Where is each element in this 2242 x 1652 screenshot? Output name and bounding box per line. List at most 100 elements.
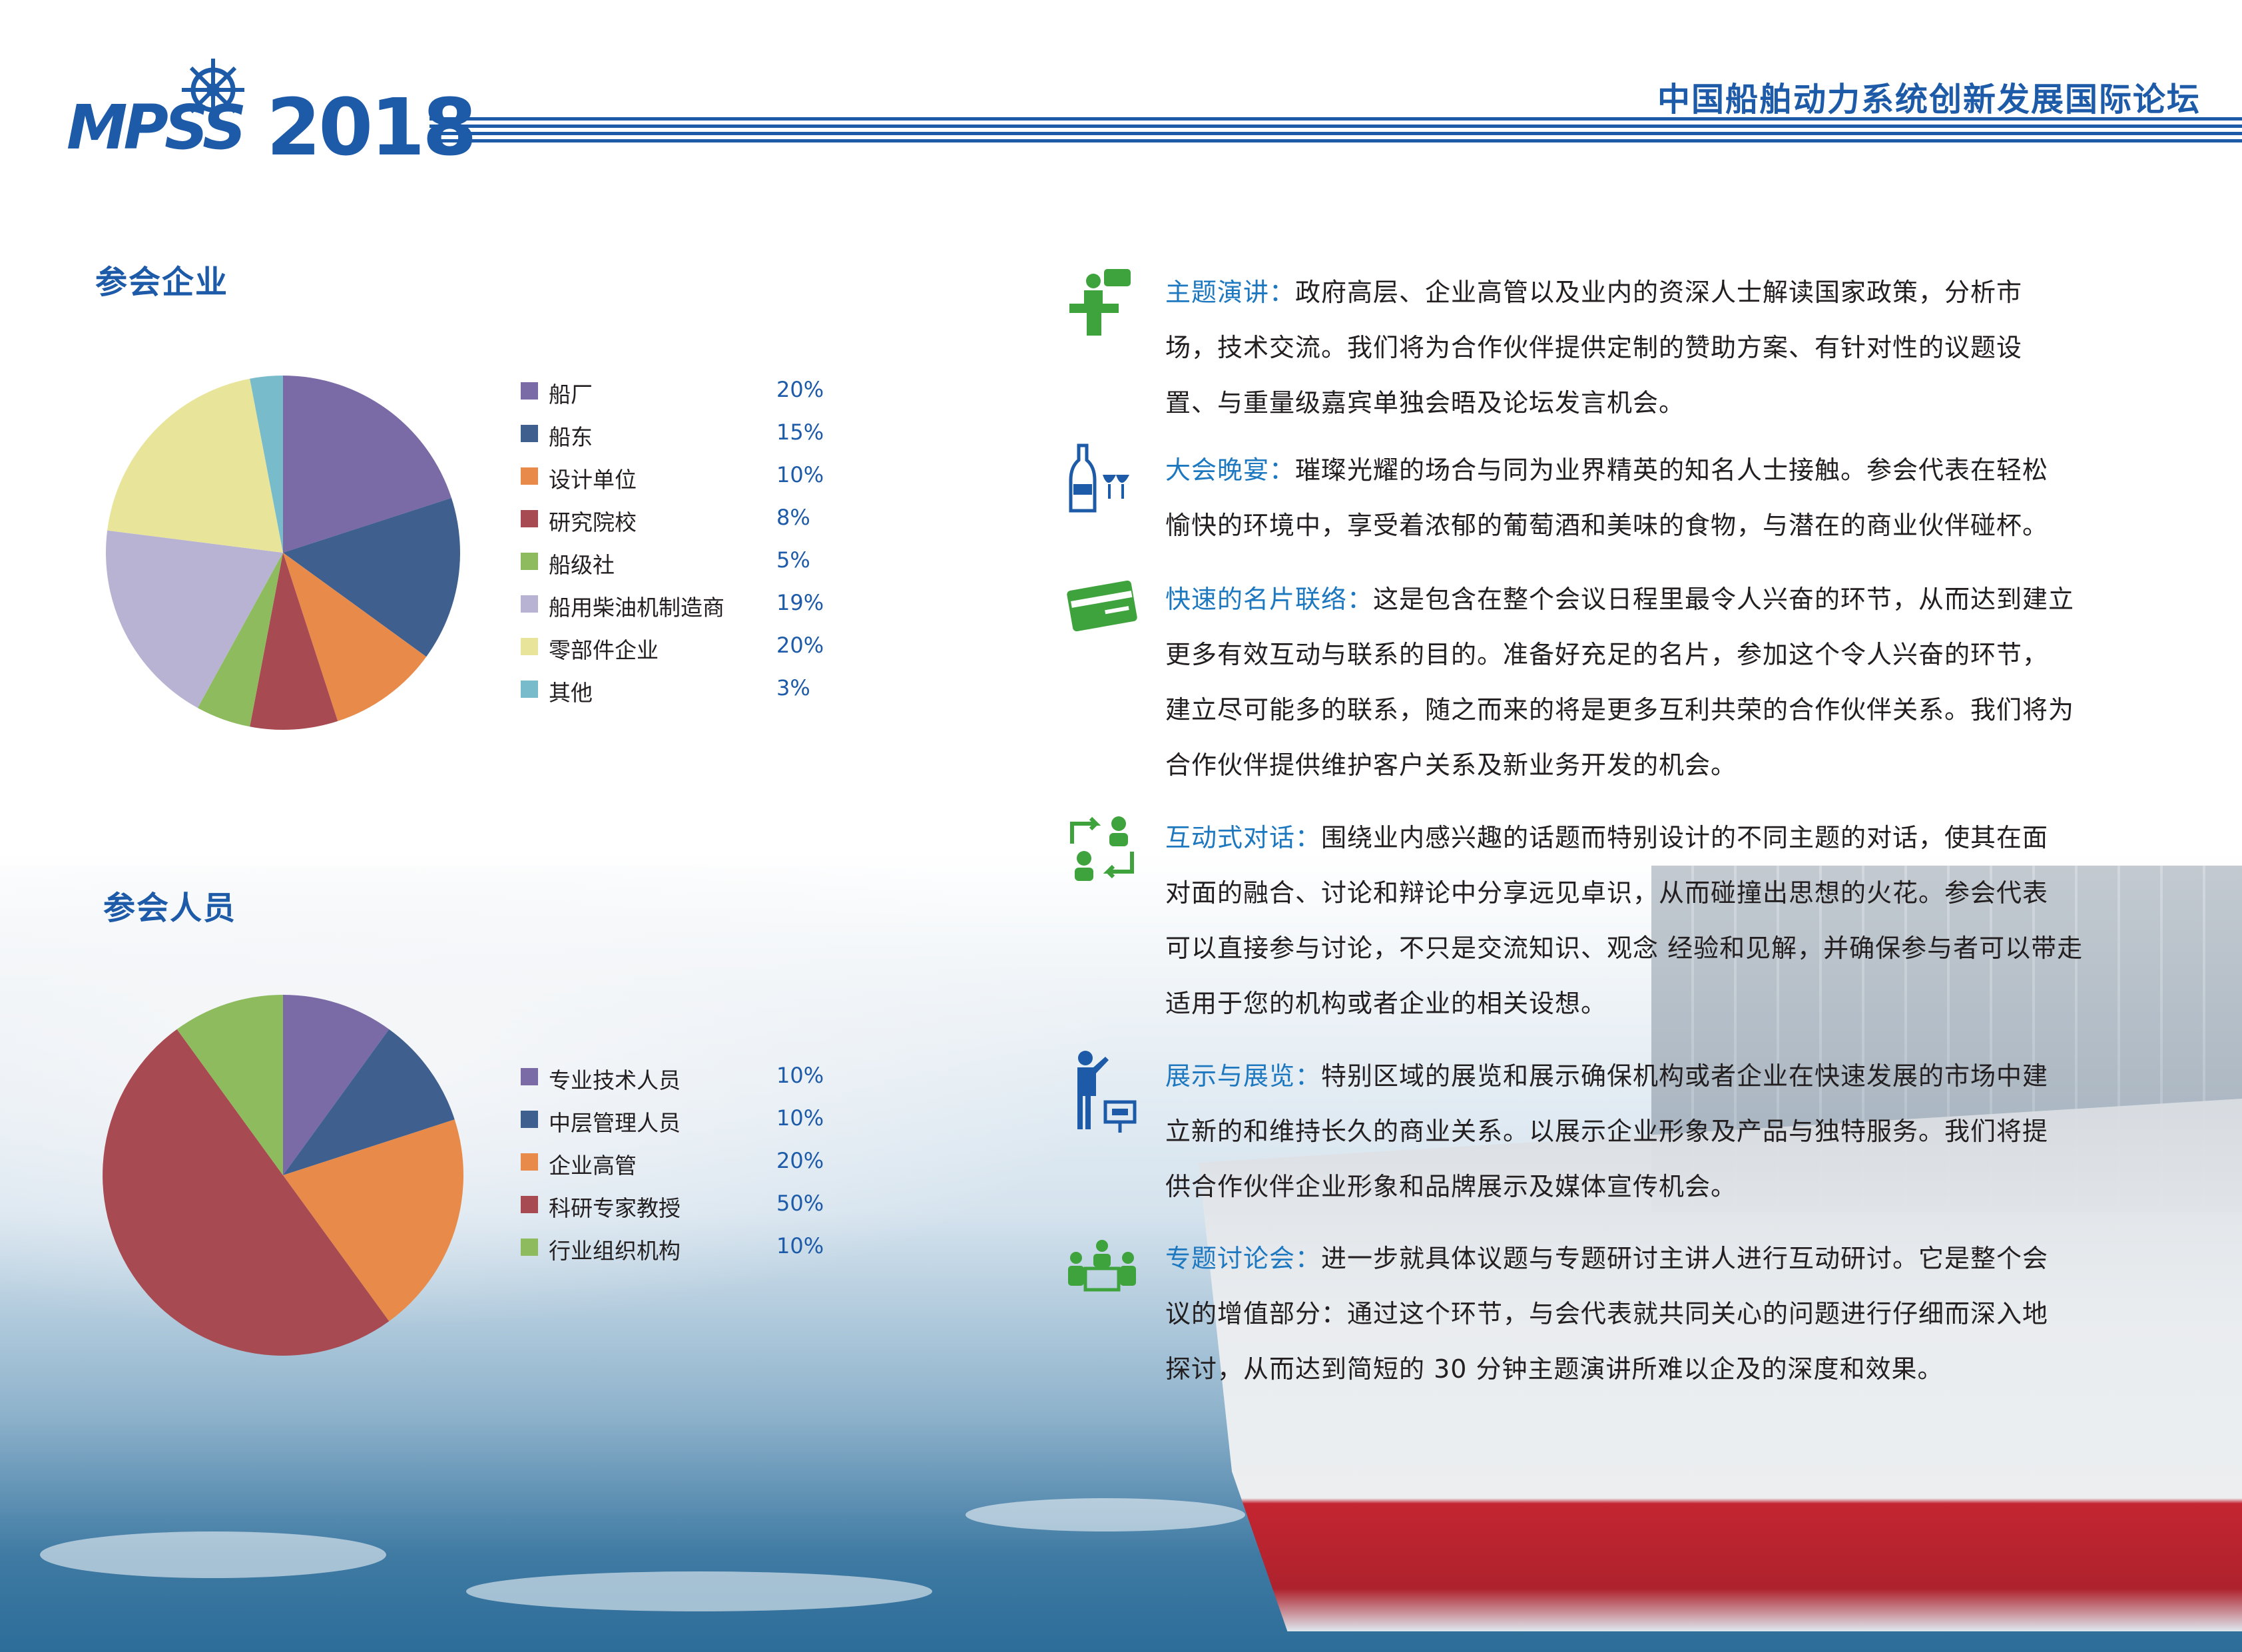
legend-value: 10% (776, 1233, 824, 1258)
item-title: 展示与展览： (1165, 1061, 1322, 1091)
wave-foam (40, 1531, 386, 1578)
pie-slice-2 (283, 1029, 455, 1175)
item-line: 璀璨光耀的场合与同为业界精英的知名人士接触。参会代表在轻松 (1295, 455, 2049, 485)
legend-value: 50% (776, 1191, 824, 1216)
item-title: 专题讨论会： (1165, 1244, 1322, 1273)
legend-label: 科研专家教授 (549, 1195, 681, 1221)
legend-swatch (521, 382, 538, 400)
legend-value: 3% (776, 675, 810, 700)
item-line: 立新的和维持长久的商业关系。以展示企业形象及产品与独特服务。我们将提 (1165, 1117, 2049, 1146)
legend-swatch (521, 1111, 538, 1128)
mpss-logo: MPSS 2018 (67, 53, 477, 173)
legend-swatch (521, 467, 538, 485)
legend-item: 专业技术人员 10% (521, 1063, 840, 1093)
item-line: 特别区域的展览和展示确保机构或者企业在快速发展的市场中建 (1321, 1061, 2049, 1091)
item-line: 置、与重量级嘉宾单独会晤及论坛发言机会。 (1165, 388, 1685, 417)
legend-swatch (521, 1153, 538, 1171)
legend-value: 10% (776, 1063, 824, 1088)
ship-wheel-icon (182, 59, 244, 121)
legend-item: 中层管理人员 10% (521, 1105, 840, 1136)
legend-value: 20% (776, 377, 824, 402)
pie-slice-2 (283, 497, 460, 657)
item-exhibition-text: 展示与展览：特别区域的展览和展示确保机构或者企业在快速发展的市场中建 立新的和维… (1165, 1049, 2137, 1215)
item-title: 互动式对话： (1165, 823, 1322, 852)
logo-text: MPSS (67, 92, 246, 163)
item-line: 更多有效互动与联系的目的。准备好充足的名片，参加这个令人兴奋的环节， (1165, 640, 2049, 669)
item-dialogue-text: 互动式对话：围绕业内感兴趣的话题而特别设计的不同主题的对话，使其在面 对面的融合… (1165, 810, 2137, 1031)
legend-label: 研究院校 (549, 509, 637, 535)
item-line: 场，技术交流。我们将为合作伙伴提供定制的赞助方案、有针对性的议题设 (1165, 333, 2023, 362)
legend-label: 船东 (549, 424, 593, 450)
pie-slice-4 (250, 553, 338, 730)
legend-item: 研究院校 8% (521, 505, 840, 535)
item-title: 快速的名片联络： (1165, 585, 1374, 614)
legend-label: 企业高管 (549, 1153, 637, 1179)
pie-slice-7 (107, 378, 284, 553)
legend-label: 船用柴油机制造商 (549, 595, 724, 621)
business-card-icon (1067, 580, 1137, 632)
item-keynote-text: 主题演讲：政府高层、企业高管以及业内的资深人士解读国家政策，分析市 场，技术交流… (1165, 265, 2137, 431)
item-line: 适用于您的机构或者企业的相关设想。 (1165, 989, 1607, 1018)
wave-foam (966, 1498, 1245, 1531)
item-seminar-text: 专题讨论会：进一步就具体议题与专题研讨主讲人进行互动研讨。它是整个会 议的增值部… (1165, 1231, 2137, 1397)
item-banquet-text: 大会晚宴：璀璨光耀的场合与同为业界精英的知名人士接触。参会代表在轻松 愉快的环境… (1165, 443, 2137, 553)
pie-slice-3 (283, 1119, 463, 1322)
item-line: 探讨，从而达到简短的 30 分钟主题演讲所难以企及的深度和效果。 (1165, 1354, 1944, 1384)
item-business-cards-text: 快速的名片联络：这是包含在整个会议日程里最令人兴奋的环节，从而达到建立 更多有效… (1165, 572, 2137, 793)
dialogue-exchange-icon (1070, 816, 1134, 881)
pie-slice-5 (176, 995, 283, 1175)
legend-value: 5% (776, 547, 810, 573)
item-line: 政府高层、企业高管以及业内的资深人士解读国家政策，分析市 (1295, 278, 2023, 307)
item-line: 进一步就具体议题与专题研讨主讲人进行互动研讨。它是整个会 (1321, 1244, 2049, 1273)
legend-swatch (521, 510, 538, 527)
legend-swatch (521, 425, 538, 442)
legend-item: 设计单位 10% (521, 462, 840, 493)
legend-item: 企业高管 20% (521, 1148, 840, 1179)
cargo-ship-image (1199, 1099, 2242, 1631)
item-line: 建立尽可能多的联系，随之而来的将是更多互利共荣的合作伙伴关系。我们将为 (1165, 695, 2075, 724)
page-title: 中国船舶动力系统创新发展国际论坛 (1657, 81, 2201, 119)
legend-label: 船级社 (549, 552, 615, 578)
item-line: 议的增值部分：通过这个环节，与会代表就共同关心的问题进行仔细而深入地 (1165, 1299, 2049, 1328)
legend-label: 船厂 (549, 382, 593, 408)
item-line: 围绕业内感兴趣的话题而特别设计的不同主题的对话，使其在面 (1321, 823, 2049, 852)
legend-swatch (521, 595, 538, 613)
legend-swatch (521, 1068, 538, 1085)
legend-swatch (521, 553, 538, 570)
legend-value: 8% (776, 505, 810, 530)
legend-label: 专业技术人员 (549, 1067, 681, 1093)
roundtable-meeting-icon (1068, 1240, 1136, 1292)
legend-item: 其他 3% (521, 675, 840, 706)
pie-slice-3 (283, 553, 427, 721)
item-line: 供合作伙伴企业形象和品牌展示及媒体宣传机会。 (1165, 1172, 1737, 1201)
legend-item: 船东 15% (521, 419, 840, 450)
pie-slice-6 (106, 530, 283, 708)
legend-label: 其他 (549, 680, 593, 706)
wine-glasses-icon (1069, 443, 1129, 513)
legend-value: 15% (776, 419, 824, 445)
presenter-board-icon (1077, 1051, 1137, 1133)
legend-value: 19% (776, 590, 824, 615)
legend-swatch (521, 1196, 538, 1213)
legend-value: 10% (776, 462, 824, 487)
legend-swatch (521, 638, 538, 655)
legend-item: 船用柴油机制造商 19% (521, 590, 840, 621)
item-line: 可以直接参与讨论，不只是交流知识、观念 经验和见解，并确保参与者可以带走 (1165, 934, 2084, 963)
legend-label: 中层管理人员 (549, 1110, 681, 1136)
legend-value: 20% (776, 633, 824, 658)
people-heading: 参会人员 (103, 890, 237, 927)
legend-item: 船级社 5% (521, 547, 840, 578)
legend-swatch (521, 681, 538, 698)
legend-item: 船厂 20% (521, 377, 840, 408)
legend-item: 行业组织机构 10% (521, 1233, 840, 1264)
legend-item: 零部件企业 20% (521, 633, 840, 663)
legend-label: 设计单位 (549, 467, 637, 493)
companies-pie-chart (106, 376, 460, 730)
item-title: 主题演讲： (1165, 278, 1296, 307)
people-pie-chart (103, 995, 463, 1356)
legend-label: 零部件企业 (549, 637, 659, 663)
legend-swatch (521, 1239, 538, 1256)
legend-item: 科研专家教授 50% (521, 1191, 840, 1221)
header-rule (429, 117, 2242, 148)
legend-value: 20% (776, 1148, 824, 1173)
